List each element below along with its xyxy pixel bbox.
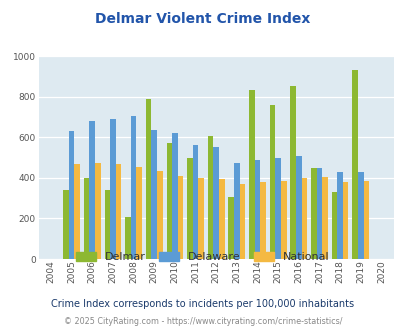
Bar bbox=[192, 146, 198, 259]
Text: Crime Index corresponds to incidents per 100,000 inhabitants: Crime Index corresponds to incidents per… bbox=[51, 299, 354, 309]
Legend: Delmar, Delaware, National: Delmar, Delaware, National bbox=[72, 248, 333, 267]
Bar bbox=[104, 190, 110, 259]
Bar bbox=[310, 168, 316, 259]
Bar bbox=[115, 164, 121, 259]
Bar bbox=[249, 89, 254, 259]
Bar bbox=[295, 155, 301, 259]
Bar bbox=[95, 163, 100, 259]
Bar bbox=[269, 105, 275, 259]
Bar bbox=[218, 179, 224, 259]
Bar bbox=[69, 131, 74, 259]
Bar bbox=[234, 163, 239, 259]
Bar bbox=[260, 182, 265, 259]
Bar bbox=[187, 157, 192, 259]
Bar bbox=[316, 168, 322, 259]
Bar bbox=[362, 181, 368, 259]
Bar bbox=[290, 85, 295, 259]
Bar bbox=[357, 172, 362, 259]
Bar bbox=[275, 157, 280, 259]
Bar bbox=[352, 70, 357, 259]
Bar bbox=[177, 176, 183, 259]
Bar bbox=[331, 192, 337, 259]
Bar bbox=[84, 178, 89, 259]
Bar bbox=[301, 178, 307, 259]
Bar bbox=[228, 197, 234, 259]
Bar bbox=[89, 121, 95, 259]
Bar bbox=[130, 116, 136, 259]
Bar bbox=[322, 178, 327, 259]
Bar bbox=[151, 130, 157, 259]
Text: © 2025 CityRating.com - https://www.cityrating.com/crime-statistics/: © 2025 CityRating.com - https://www.city… bbox=[64, 317, 341, 326]
Bar bbox=[125, 217, 130, 259]
Bar bbox=[198, 178, 203, 259]
Bar bbox=[63, 190, 69, 259]
Bar bbox=[136, 167, 142, 259]
Bar bbox=[280, 181, 286, 259]
Bar bbox=[337, 172, 342, 259]
Bar bbox=[145, 99, 151, 259]
Bar bbox=[172, 133, 177, 259]
Bar bbox=[342, 182, 347, 259]
Bar bbox=[239, 183, 245, 259]
Bar bbox=[74, 164, 80, 259]
Bar bbox=[166, 143, 172, 259]
Bar bbox=[213, 148, 218, 259]
Bar bbox=[207, 136, 213, 259]
Bar bbox=[157, 171, 162, 259]
Bar bbox=[110, 119, 115, 259]
Text: Delmar Violent Crime Index: Delmar Violent Crime Index bbox=[95, 12, 310, 25]
Bar bbox=[254, 160, 260, 259]
